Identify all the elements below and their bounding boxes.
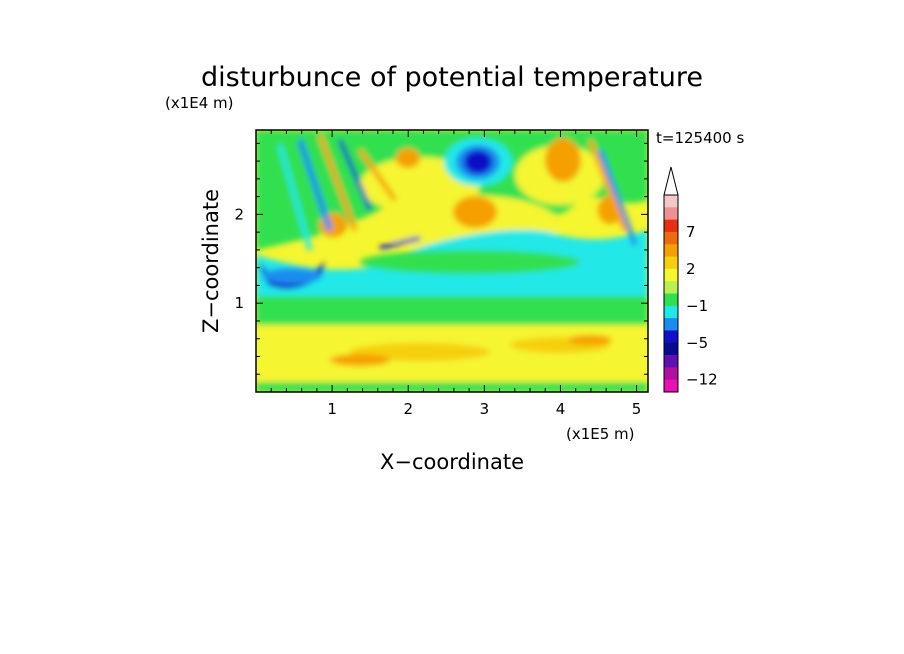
y-unit-label: (x1E4 m) bbox=[165, 94, 234, 112]
x-tick-label: 3 bbox=[480, 400, 490, 418]
x-tick-label: 1 bbox=[327, 400, 337, 418]
contour-streak bbox=[297, 139, 333, 231]
y-axis-label: Z−coordinate bbox=[199, 189, 223, 333]
contour-streak bbox=[357, 148, 398, 202]
contour-region-blue bbox=[262, 268, 322, 284]
contour-region-orange bbox=[568, 335, 612, 345]
time-label: t=125400 s bbox=[656, 129, 744, 147]
colorbar-cell bbox=[664, 195, 678, 208]
colorbar-cell bbox=[664, 355, 678, 368]
x-axis-label: X−coordinate bbox=[380, 450, 524, 474]
contour-region-orange bbox=[330, 354, 390, 366]
x-unit-label: (x1E5 m) bbox=[566, 425, 635, 443]
colorbar-cell bbox=[664, 231, 678, 245]
contour-streak bbox=[277, 144, 313, 251]
colorbar-cell bbox=[664, 305, 678, 319]
contour-region-darkblue bbox=[464, 150, 492, 174]
colorbar-cell bbox=[664, 244, 678, 257]
x-tick-label: 2 bbox=[403, 400, 413, 418]
plot-frame bbox=[255, 129, 649, 393]
contour-region-green-bottom bbox=[256, 382, 648, 392]
y-tick-labels: 1 2 bbox=[234, 205, 244, 312]
colorbar-cells bbox=[664, 195, 678, 393]
colorbar-cell bbox=[664, 379, 678, 393]
y-tick-label: 1 bbox=[234, 294, 244, 312]
contour-region-green bbox=[360, 250, 580, 274]
contour-streak bbox=[338, 139, 372, 211]
colorbar-cell bbox=[664, 219, 678, 233]
colorbar-cell bbox=[664, 268, 678, 282]
colorbar-extend-arrow bbox=[663, 166, 679, 196]
contour-region-green-band bbox=[256, 295, 648, 325]
contour-region-orange bbox=[396, 148, 420, 168]
chart-title: disturbunce of potential temperature bbox=[201, 62, 703, 93]
colorbar-cell bbox=[664, 367, 678, 380]
colorbar-cell bbox=[664, 342, 678, 356]
colorbar-label: 7 bbox=[686, 223, 696, 241]
colorbar-cell bbox=[664, 330, 678, 344]
y-tick-label: 2 bbox=[234, 205, 244, 223]
colorbar-label: −1 bbox=[686, 297, 708, 315]
colorbar-label: 2 bbox=[686, 260, 696, 278]
contour-streak bbox=[317, 134, 358, 231]
contour-field bbox=[256, 130, 648, 392]
colorbar-labels: 7 2 −1 −5 −12 bbox=[686, 223, 718, 389]
contour-streak bbox=[587, 139, 628, 231]
contour-streak bbox=[379, 236, 421, 250]
colorbar-cell bbox=[664, 281, 678, 294]
colorbar-label: −5 bbox=[686, 334, 708, 352]
colorbar-cell bbox=[664, 293, 678, 307]
colorbar-cell bbox=[664, 207, 678, 220]
contour-region-orange bbox=[453, 196, 497, 228]
colorbar-cell bbox=[664, 318, 678, 331]
contour-region-cyan-band bbox=[256, 282, 648, 296]
contour-region-orange bbox=[350, 343, 490, 361]
x-tick-label: 4 bbox=[556, 400, 566, 418]
colorbar-cell bbox=[664, 256, 678, 270]
colorbar-label: −12 bbox=[686, 371, 718, 389]
x-tick-label: 5 bbox=[632, 400, 642, 418]
colorbar-frame bbox=[663, 194, 679, 393]
contour-streak bbox=[597, 149, 638, 246]
x-tick-labels: 1 2 3 4 5 bbox=[327, 400, 641, 418]
axis-ticks bbox=[255, 130, 648, 393]
colorbar: 7 2 −1 −5 −12 bbox=[663, 166, 718, 393]
contour-region-orange bbox=[545, 138, 581, 182]
